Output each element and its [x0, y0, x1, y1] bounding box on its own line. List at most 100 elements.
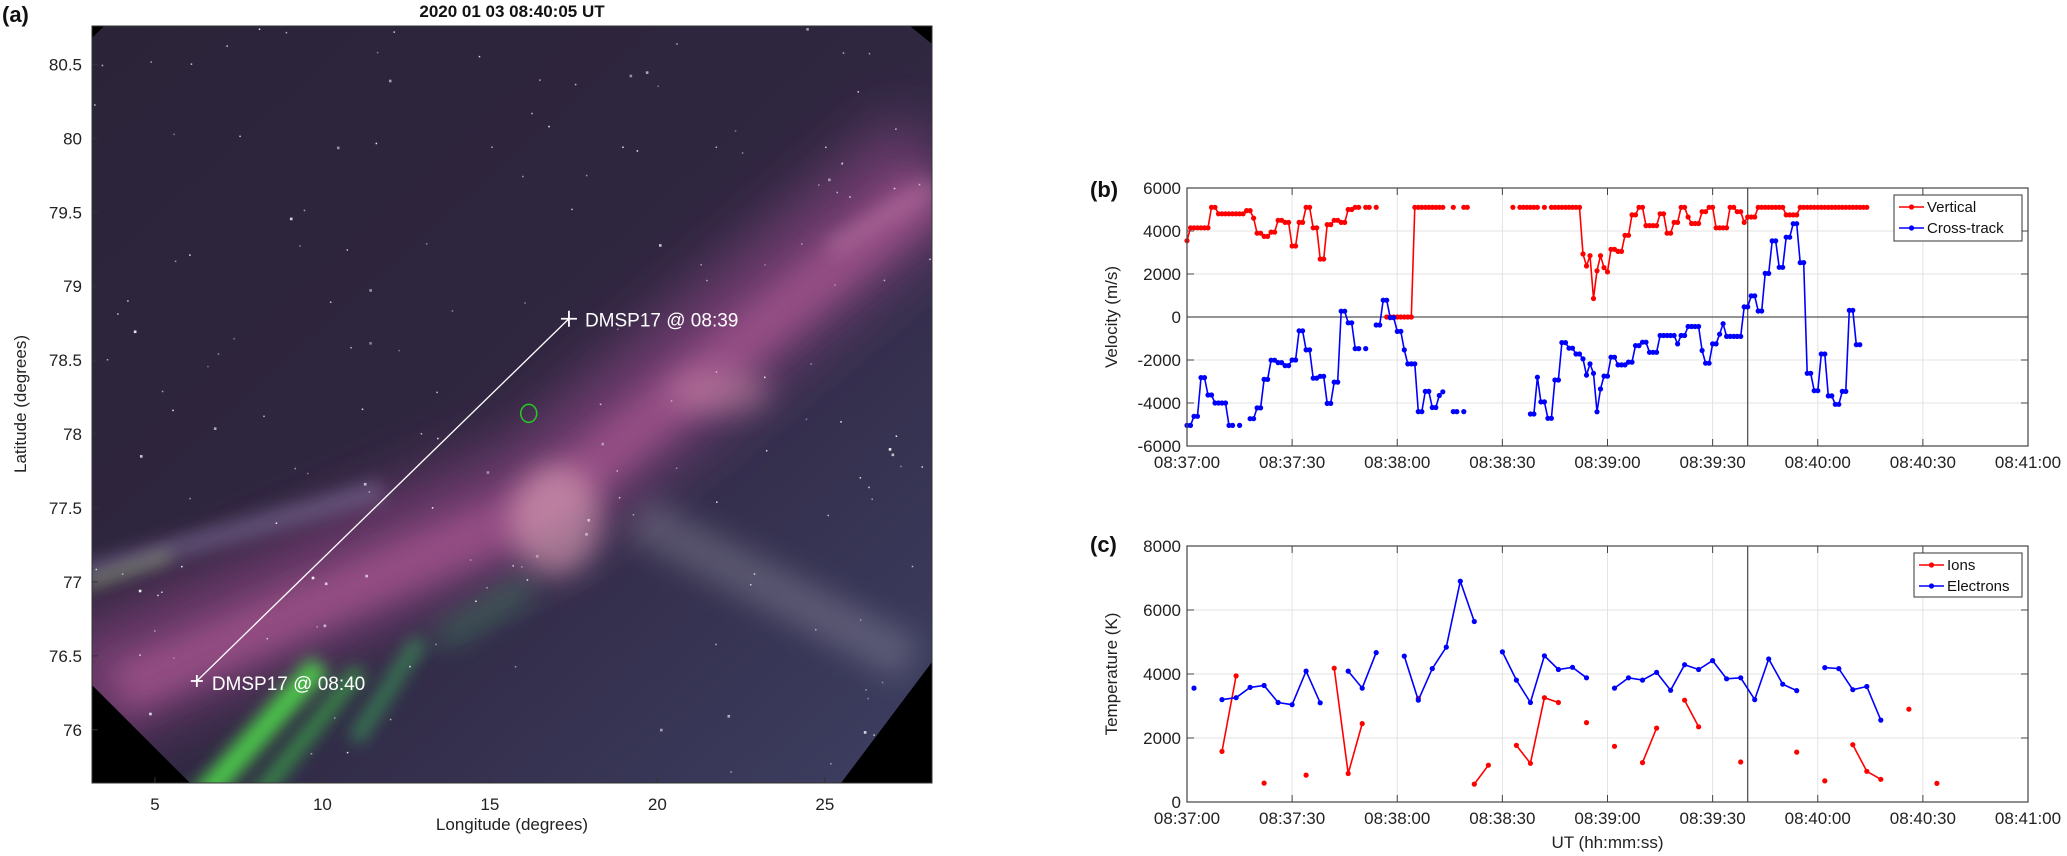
data-point	[1527, 699, 1533, 706]
star	[350, 346, 352, 349]
data-point	[1268, 357, 1274, 363]
legend-marker-icon	[1928, 583, 1935, 589]
data-point	[1303, 204, 1309, 210]
data-point	[1436, 392, 1442, 399]
series-line-segment	[1683, 699, 1700, 728]
data-point	[1222, 400, 1229, 406]
data-point	[1324, 222, 1330, 228]
aurora-faint-left-band	[92, 479, 385, 586]
star	[632, 514, 635, 516]
star	[150, 61, 152, 63]
x-tick-label: 08:39:00	[1574, 453, 1640, 472]
star	[601, 442, 605, 446]
series-line-segment	[1250, 310, 1359, 420]
data-point	[1703, 360, 1709, 366]
y-axis-label: Velocity (m/s)	[1102, 266, 1121, 368]
track-end-plus-icon	[190, 674, 203, 687]
data-point	[1303, 347, 1309, 353]
data-point	[1664, 332, 1670, 339]
data-point	[1342, 308, 1348, 314]
data-point	[1776, 264, 1782, 270]
y-tick-label: -2000	[1138, 351, 1181, 370]
data-point	[1815, 204, 1821, 210]
star	[311, 576, 315, 580]
legend-label: Ions	[1947, 557, 1975, 574]
panel-a-aurora-image: 5 10 15 20 257676.57777.57878.57979.58080.5 …	[2, 2, 933, 834]
data-point	[1741, 304, 1747, 310]
series-line-segment	[1473, 764, 1490, 785]
star	[883, 279, 886, 282]
data-point	[1822, 778, 1828, 784]
x-tick-label: 08:39:30	[1680, 453, 1746, 472]
star	[873, 734, 875, 736]
data-point	[1338, 219, 1344, 225]
x-tick-label: 08:40:30	[1890, 453, 1956, 472]
data-point	[1804, 204, 1810, 210]
green-circle-marker	[519, 403, 538, 424]
data-point	[1860, 204, 1866, 210]
x-tick-label: 08:37:30	[1259, 453, 1325, 472]
data-point	[1604, 269, 1611, 275]
star	[888, 448, 892, 451]
data-point	[1419, 204, 1425, 210]
data-point	[1433, 204, 1439, 210]
data-point	[1748, 214, 1754, 220]
legend-box	[1893, 194, 2023, 242]
data-point	[1878, 717, 1884, 723]
star	[805, 418, 808, 421]
data-point	[1580, 356, 1586, 362]
panel-label: (b)	[1090, 177, 1118, 202]
data-point	[1314, 375, 1320, 381]
star	[929, 258, 931, 261]
data-point	[1219, 748, 1225, 755]
data-point	[1853, 204, 1859, 210]
star	[587, 518, 591, 522]
star	[674, 320, 676, 322]
star	[521, 566, 523, 568]
track-start-plus-icon	[560, 310, 577, 327]
legend: Vertical Cross-track	[1893, 194, 2023, 242]
star	[827, 514, 829, 517]
star	[431, 507, 434, 509]
data-point	[1524, 204, 1530, 210]
aurora-green-ray-3	[348, 635, 427, 745]
star	[828, 178, 831, 182]
star	[436, 391, 438, 394]
star	[730, 771, 732, 773]
data-point	[1808, 204, 1814, 210]
star	[157, 594, 159, 597]
data-point	[1804, 370, 1810, 376]
star	[420, 433, 423, 435]
data-point	[1622, 362, 1628, 368]
star	[189, 497, 191, 500]
data-point	[1391, 314, 1397, 320]
data-point	[1345, 770, 1351, 777]
data-point	[1601, 265, 1607, 271]
data-point	[1790, 221, 1796, 227]
star	[676, 43, 678, 45]
y-tick-label: -4000	[1138, 394, 1181, 413]
aurora-green-left-edge	[92, 550, 172, 590]
data-point	[1675, 219, 1681, 225]
data-point	[1818, 351, 1824, 357]
data-point	[1461, 409, 1467, 415]
data-point	[1412, 204, 1418, 210]
star	[139, 455, 143, 458]
data-point	[1321, 373, 1327, 379]
star	[172, 409, 174, 412]
data-point	[1510, 204, 1516, 210]
data-point	[1415, 409, 1421, 415]
data-point	[1541, 695, 1547, 701]
star	[749, 583, 752, 586]
star	[526, 579, 529, 581]
data-point	[1836, 666, 1842, 672]
data-point	[1822, 204, 1828, 210]
data-point	[1310, 375, 1316, 381]
data-point	[1769, 204, 1775, 210]
data-point	[1629, 359, 1635, 365]
data-point	[1286, 219, 1292, 225]
data-point	[1692, 323, 1698, 330]
data-point	[1527, 411, 1533, 417]
panel-a-label: (a)	[2, 2, 29, 27]
data-point	[1212, 204, 1218, 210]
